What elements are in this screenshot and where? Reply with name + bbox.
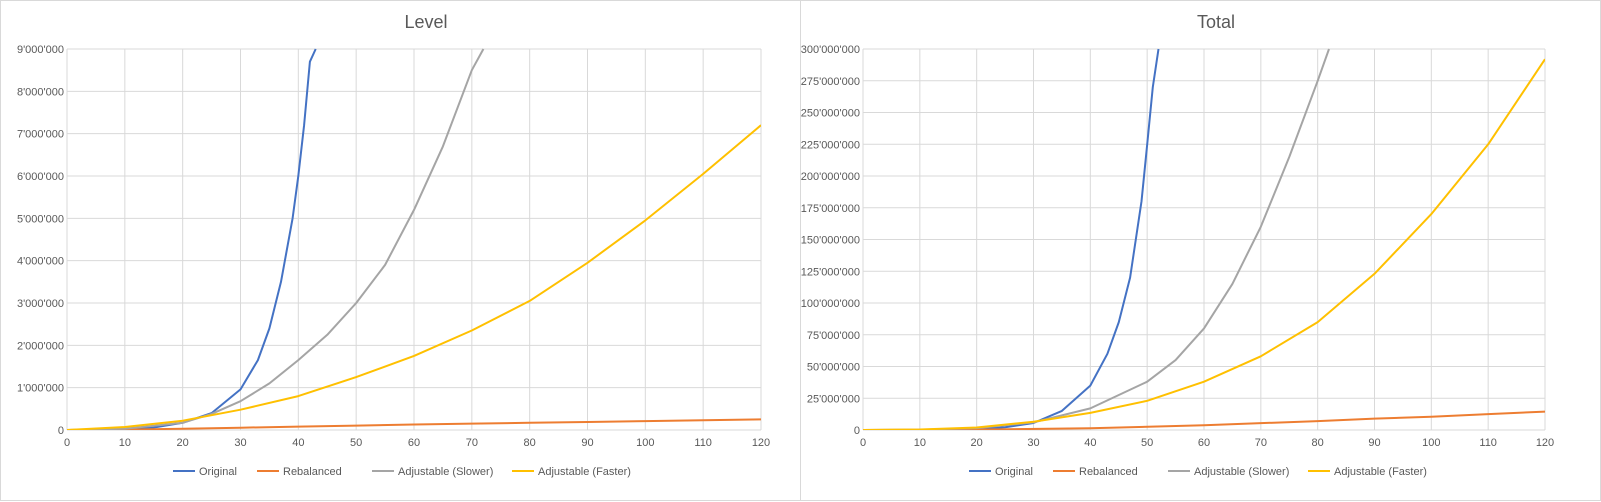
- legend-item-adjustable-slower: Adjustable (Slower): [372, 466, 493, 478]
- x-tick-label: 0: [64, 437, 70, 449]
- legend-label: Adjustable (Slower): [398, 466, 493, 478]
- x-tick-label: 60: [1198, 437, 1210, 449]
- y-tick-label: 6'000'000: [17, 171, 64, 183]
- legend-item-rebalanced: Rebalanced: [257, 466, 342, 478]
- x-tick-label: 20: [971, 437, 983, 449]
- x-tick-label: 70: [1255, 437, 1267, 449]
- x-tick-label: 100: [636, 437, 654, 449]
- chart-title: Total: [1197, 12, 1235, 32]
- y-tick-label: 25'000'000: [807, 393, 860, 405]
- y-tick-label: 200'000'000: [801, 171, 860, 183]
- legend-item-rebalanced: Rebalanced: [1053, 466, 1138, 478]
- y-tick-label: 125'000'000: [801, 266, 860, 278]
- x-tick-label: 40: [1084, 437, 1096, 449]
- x-tick-label: 90: [581, 437, 593, 449]
- x-tick-label: 30: [234, 437, 246, 449]
- legend-label: Adjustable (Faster): [1334, 466, 1427, 478]
- legend-label: Adjustable (Slower): [1194, 466, 1289, 478]
- x-tick-label: 10: [119, 437, 131, 449]
- y-tick-label: 100'000'000: [801, 298, 860, 310]
- series-line-original: [67, 48, 317, 430]
- chart-level-svg: Level 0 1'000'000 2'000'000 3'000'000 4'000'0…: [17, 12, 770, 478]
- y-tick-label: 3'000'000: [17, 298, 64, 310]
- y-tick-label: 300'000'000: [801, 44, 860, 56]
- legend-label: Rebalanced: [283, 466, 342, 478]
- y-tick-label: 1'000'000: [17, 383, 64, 395]
- y-tick-label: 2'000'000: [17, 340, 64, 352]
- legend-label: Original: [199, 466, 237, 478]
- series-line-adjustable-faster: [67, 124, 761, 430]
- y-tick-label: 8'000'000: [17, 86, 64, 98]
- x-tick-label: 10: [914, 437, 926, 449]
- legend-label: Adjustable (Faster): [538, 466, 631, 478]
- series-line-adjustable-faster: [863, 58, 1545, 430]
- x-tick-label: 110: [1479, 437, 1497, 449]
- x-tick-label: 40: [292, 437, 304, 449]
- x-tick-label: 50: [350, 437, 362, 449]
- legend-item-adjustable-slower: Adjustable (Slower): [1168, 466, 1289, 478]
- y-tick-label: 5'000'000: [17, 213, 64, 225]
- legend-label: Rebalanced: [1079, 466, 1138, 478]
- chart-total-svg: Total 0 25'000'000 50'000'000 75'000'000 100'…: [801, 12, 1554, 478]
- legend-item-original: Original: [969, 466, 1033, 478]
- x-tick-label: 70: [466, 437, 478, 449]
- legend-item-adjustable-faster: Adjustable (Faster): [512, 466, 631, 478]
- series-line-rebalanced: [863, 410, 1545, 430]
- y-tick-label: 225'000'000: [801, 139, 860, 151]
- legend-label: Original: [995, 466, 1033, 478]
- chart-level: Level 0 1'000'000 2'000'000 3'000'000 4'000'0…: [0, 0, 801, 501]
- x-tick-label: 80: [1312, 437, 1324, 449]
- y-tick-label: 250'000'000: [801, 108, 860, 120]
- x-tick-label: 90: [1368, 437, 1380, 449]
- y-tick-label: 9'000'000: [17, 44, 64, 56]
- series-line-original: [863, 48, 1160, 430]
- y-tick-label: 50'000'000: [807, 362, 860, 374]
- series-line-adjustable-slower: [67, 48, 485, 430]
- y-tick-label: 275'000'000: [801, 76, 860, 88]
- x-tick-label: 80: [524, 437, 536, 449]
- series-line-rebalanced: [67, 418, 761, 430]
- x-tick-label: 120: [1536, 437, 1554, 449]
- x-tick-label: 30: [1027, 437, 1039, 449]
- y-tick-label: 0: [58, 425, 64, 437]
- x-tick-label: 110: [694, 437, 712, 449]
- chart-total: Total 0 25'000'000 50'000'000 75'000'000 100'…: [800, 0, 1601, 501]
- x-tick-label: 60: [408, 437, 420, 449]
- y-tick-label: 4'000'000: [17, 256, 64, 268]
- x-tick-label: 0: [860, 437, 866, 449]
- x-tick-label: 100: [1422, 437, 1440, 449]
- x-tick-label: 20: [177, 437, 189, 449]
- y-tick-label: 0: [854, 425, 860, 437]
- y-tick-label: 75'000'000: [807, 330, 860, 342]
- chart-title: Level: [404, 12, 447, 32]
- legend-item-adjustable-faster: Adjustable (Faster): [1308, 466, 1427, 478]
- legend-item-original: Original: [173, 466, 237, 478]
- x-tick-label: 120: [752, 437, 770, 449]
- y-tick-label: 150'000'000: [801, 235, 860, 247]
- y-tick-label: 7'000'000: [17, 129, 64, 141]
- y-tick-label: 175'000'000: [801, 203, 860, 215]
- x-tick-label: 50: [1141, 437, 1153, 449]
